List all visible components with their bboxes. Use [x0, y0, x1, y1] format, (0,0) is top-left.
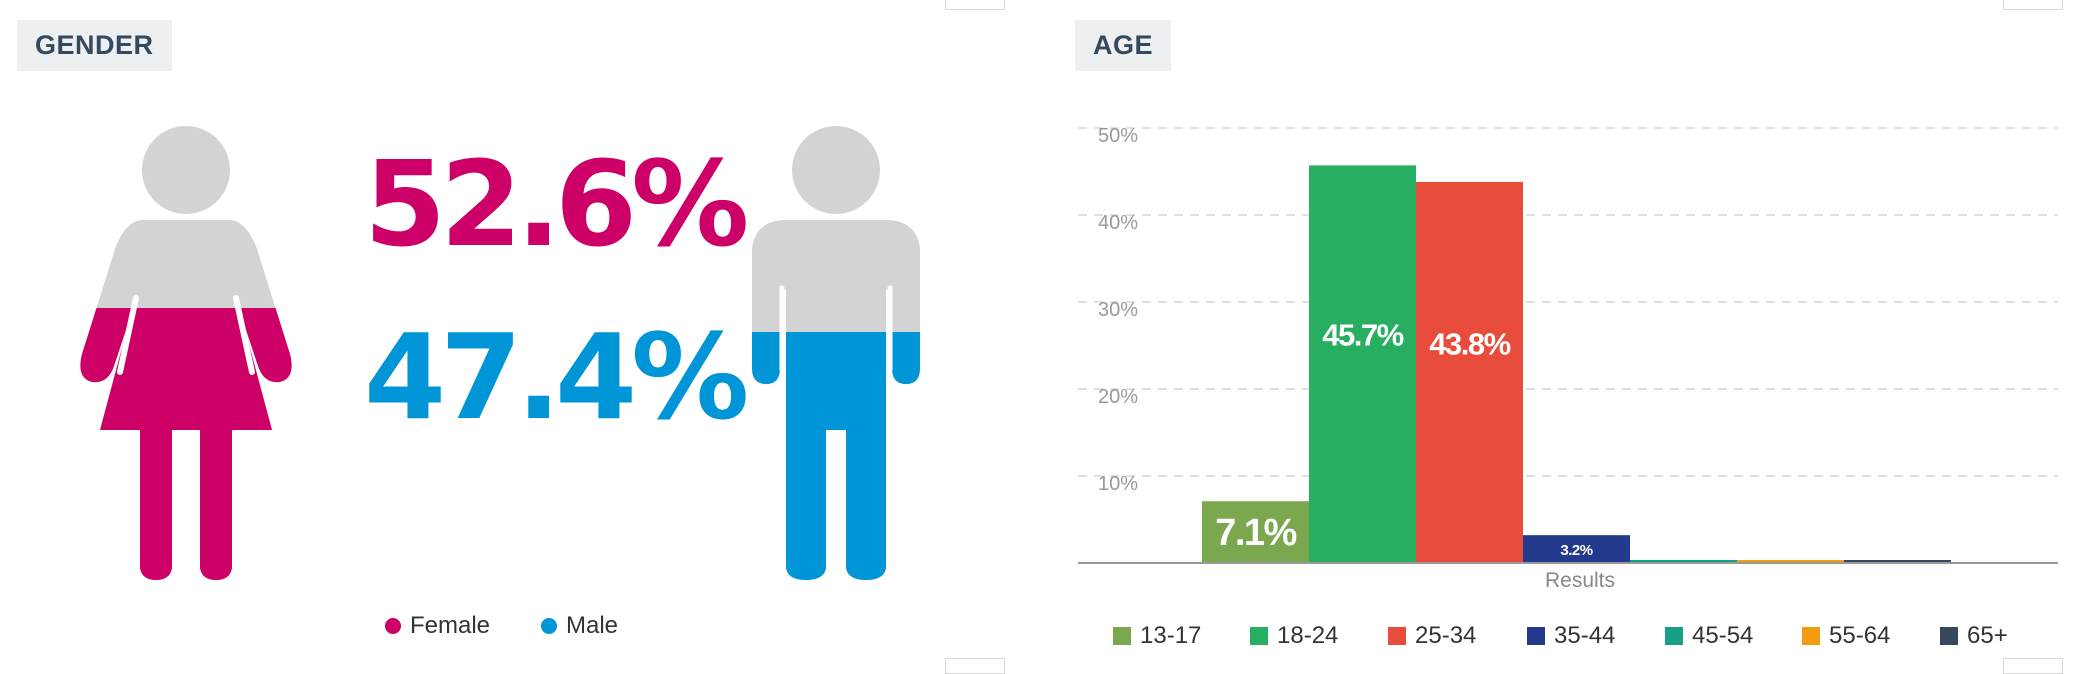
legend-male: Male — [541, 612, 618, 640]
panel-corner-mark — [2003, 0, 2063, 10]
bar-value-label: 3.2% — [1560, 542, 1592, 559]
bar-25-34 — [1416, 181, 1523, 563]
legend-female: Female — [385, 612, 490, 640]
male-percentage: 47.4% — [364, 308, 749, 446]
age-title: AGE — [1075, 20, 1172, 71]
age-legend-item: 55-64 — [1802, 622, 1890, 650]
bar-18-24 — [1309, 165, 1416, 563]
legend-swatch-icon — [1940, 627, 1958, 645]
age-legend-item: 35-44 — [1527, 622, 1615, 650]
legend-swatch-icon — [1113, 627, 1131, 645]
bar-value-label: 43.8% — [1429, 326, 1510, 361]
y-tick-label: 40% — [1098, 212, 1138, 234]
female-percentage: 52.6% — [364, 135, 749, 273]
age-legend-item: 45-54 — [1665, 622, 1753, 650]
age-legend-item: 13-17 — [1113, 622, 1201, 650]
age-legend-label: 65+ — [1967, 622, 2008, 649]
age-legend-label: 18-24 — [1277, 622, 1339, 649]
legend-swatch-icon — [1250, 627, 1268, 645]
age-legend-label: 13-17 — [1140, 622, 1202, 649]
y-tick-label: 20% — [1098, 386, 1138, 408]
legend-swatch-icon — [1665, 627, 1683, 645]
legend-swatch-icon — [1527, 627, 1545, 645]
legend-male-label: Male — [566, 612, 619, 639]
bar-45-54 — [1630, 560, 1737, 563]
age-legend-label: 25-34 — [1415, 622, 1477, 649]
y-tick-label: 30% — [1098, 299, 1138, 321]
bar-value-label: 45.7% — [1322, 317, 1403, 352]
male-dot-icon — [541, 618, 557, 634]
bar-13-17 — [1202, 501, 1309, 563]
age-legend-item: 25-34 — [1388, 622, 1476, 650]
female-figure-icon — [80, 126, 292, 580]
legend-swatch-icon — [1802, 627, 1820, 645]
age-legend-item: 18-24 — [1250, 622, 1338, 650]
age-legend-label: 45-54 — [1692, 622, 1754, 649]
age-legend-label: 55-64 — [1829, 622, 1891, 649]
x-axis-label: Results — [1545, 569, 1615, 592]
panel-corner-mark — [945, 0, 1005, 10]
y-tick-label: 50% — [1098, 125, 1138, 147]
age-legend-label: 35-44 — [1554, 622, 1616, 649]
male-figure-icon — [752, 126, 920, 580]
bar-value-label: 7.1% — [1215, 512, 1296, 554]
age-legend-item: 65+ — [1940, 622, 2008, 650]
gender-title: GENDER — [17, 20, 172, 71]
female-dot-icon — [385, 618, 401, 634]
legend-swatch-icon — [1388, 627, 1406, 645]
legend-female-label: Female — [410, 612, 491, 639]
bar-65+ — [1844, 560, 1951, 563]
bar-35-44 — [1523, 535, 1630, 563]
y-tick-label: 10% — [1098, 473, 1138, 495]
bar-55-64 — [1737, 560, 1844, 563]
